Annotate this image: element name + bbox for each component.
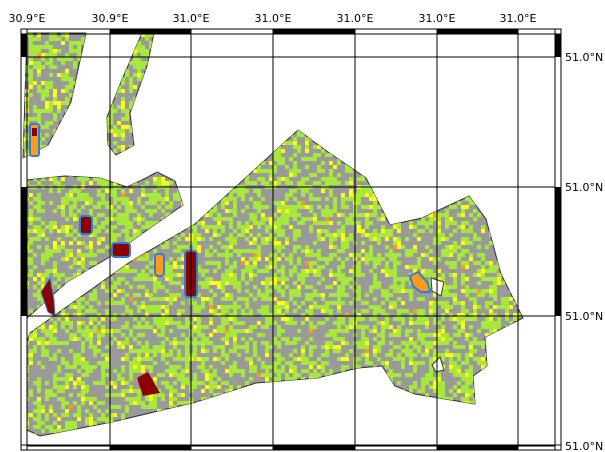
hotspot-east <box>408 270 432 293</box>
hotspot-center-1 <box>154 253 165 277</box>
latitude-label-2: 51.0°N <box>565 181 603 194</box>
latitude-label-3: 51.0°N <box>565 310 603 323</box>
hotspot-west-2 <box>111 242 131 258</box>
longitude-label-6: 31.0°E <box>419 12 456 25</box>
longitude-label-2: 30.9°E <box>92 12 129 25</box>
latitude-label-1: 51.0°N <box>565 51 603 64</box>
hotspot-features <box>29 123 432 396</box>
longitude-label-4: 31.0°E <box>255 12 292 25</box>
hotspot-nw-edge-core <box>32 128 37 136</box>
hotspot-west-strip <box>40 276 56 317</box>
longitude-label-1: 30.9°E <box>9 12 46 25</box>
hotspot-south <box>137 372 160 396</box>
map-frame <box>20 28 562 451</box>
longitude-label-7: 31.0°E <box>500 12 537 25</box>
longitude-label-3: 31.0°E <box>173 12 210 25</box>
longitude-label-5: 31.0°E <box>337 12 374 25</box>
latitude-labels: 51.0°N 51.0°N 51.0°N 51.0°N <box>565 51 603 452</box>
latitude-label-4: 51.0°N <box>565 440 603 452</box>
hotspot-west-1 <box>79 215 93 235</box>
longitude-labels: 30.9°E 30.9°E 31.0°E 31.0°E 31.0°E 31.0°… <box>9 12 537 25</box>
